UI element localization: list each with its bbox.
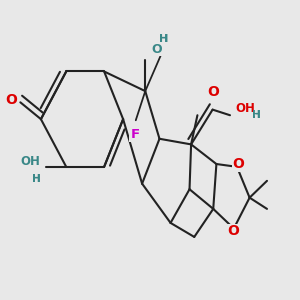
Text: F: F: [130, 128, 140, 141]
Text: H: H: [32, 174, 40, 184]
Text: O: O: [6, 92, 17, 106]
Text: O: O: [151, 43, 162, 56]
Text: O: O: [208, 85, 220, 99]
Text: O: O: [232, 157, 244, 171]
Text: H: H: [251, 110, 260, 120]
Text: O: O: [227, 224, 239, 238]
Text: F: F: [130, 128, 140, 141]
Text: H: H: [251, 110, 260, 120]
Text: H: H: [159, 34, 168, 44]
Text: OH: OH: [20, 155, 40, 168]
Text: OH: OH: [236, 102, 256, 115]
Text: O: O: [6, 92, 17, 106]
Text: OH: OH: [236, 102, 256, 115]
Text: H: H: [159, 34, 168, 44]
Text: H: H: [32, 174, 40, 184]
Text: O: O: [208, 85, 220, 99]
Text: O: O: [227, 224, 239, 238]
Text: O: O: [151, 43, 162, 56]
Text: O: O: [232, 157, 244, 171]
Text: OH: OH: [20, 155, 40, 168]
